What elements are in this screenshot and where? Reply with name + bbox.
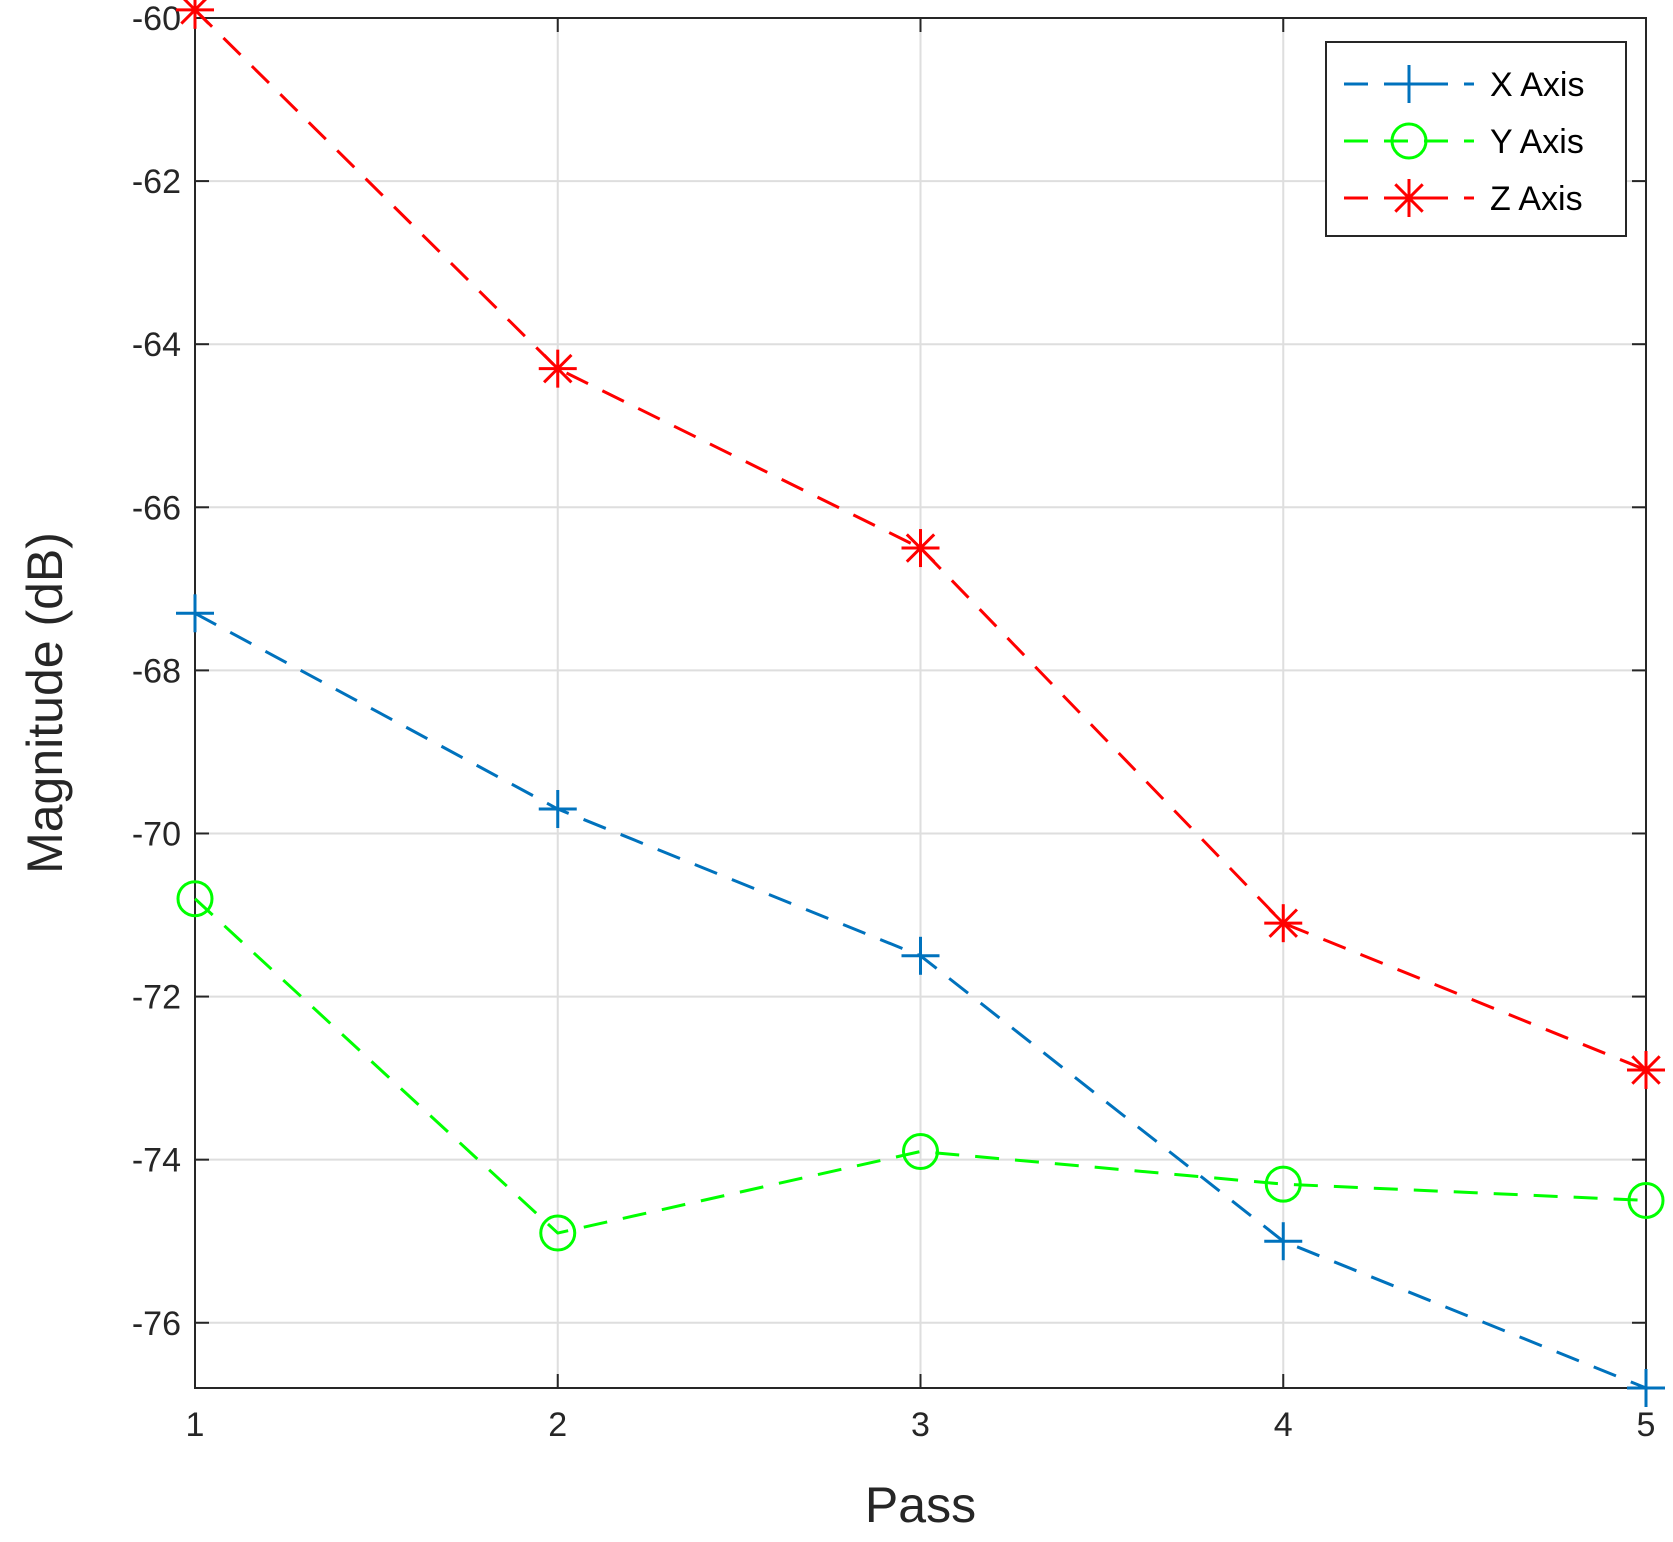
- data-point-x-axis: [1627, 1369, 1665, 1407]
- data-point-y-axis: [539, 1214, 577, 1252]
- legend-item-y-axis: Y Axis: [1344, 122, 1584, 161]
- series-line-z-axis: [193, 8, 1647, 1072]
- legend-marker-x-axis: [1390, 65, 1428, 103]
- legend-label-x-axis: X Axis: [1490, 66, 1584, 104]
- y-tick-label: -64: [132, 326, 181, 364]
- y-tick-label: -72: [132, 979, 181, 1017]
- marker-stroke: [905, 533, 936, 563]
- data-point-z-axis: [176, 0, 214, 29]
- axis-ticks: 1 2 3 4 5 -60 -62 -64 -66 -68 -70 -72 -74 -76: [132, 0, 1656, 1444]
- series-lines: [176, 0, 1665, 1407]
- legend-marker-y-axis: [1390, 122, 1428, 160]
- x-tick-label: 2: [548, 1406, 567, 1444]
- data-point-z-axis: [901, 529, 940, 568]
- y-tick-label: -60: [132, 0, 181, 38]
- legend-item-x-axis: X Axis: [1344, 65, 1584, 104]
- legend-marker-z-axis: [1390, 179, 1428, 217]
- marker-stroke: [180, 0, 207, 25]
- grid: [194, 17, 1647, 1388]
- legend-label-z-axis: Z Axis: [1490, 180, 1583, 218]
- data-point-z-axis: [1627, 1050, 1665, 1089]
- x-tick-label: 3: [911, 1406, 930, 1444]
- y-tick-label: -74: [132, 1142, 181, 1180]
- legend-label-y-axis: Y Axis: [1490, 123, 1584, 161]
- data-point-y-axis: [1627, 1181, 1665, 1219]
- y-axis-title: Magnitude (dB): [17, 532, 73, 874]
- marker-stroke: [1268, 908, 1298, 938]
- y-tick-label: -66: [132, 489, 181, 527]
- data-point-x-axis: [901, 936, 940, 975]
- y-tick-label: -76: [132, 1305, 181, 1343]
- x-tick-label: 5: [1637, 1406, 1656, 1444]
- marker-stroke: [1631, 1055, 1661, 1085]
- x-tick-label: 4: [1274, 1406, 1293, 1444]
- series-line-y-axis: [193, 897, 1647, 1235]
- data-point-z-axis: [538, 349, 577, 388]
- data-point-y-axis: [1264, 1165, 1302, 1203]
- data-point-z-axis: [1264, 904, 1303, 943]
- x-axis-title: Pass: [865, 1477, 976, 1533]
- marker-stroke: [543, 353, 573, 384]
- legend-item-z-axis: Z Axis: [1344, 179, 1583, 218]
- marker-stroke: [1394, 183, 1424, 213]
- y-tick-label: -68: [132, 652, 181, 690]
- legend: X Axis Y Axis Z Axis: [1325, 41, 1627, 237]
- y-tick-label: -70: [132, 815, 181, 853]
- data-point-y-axis: [902, 1133, 939, 1171]
- y-tick-label: -62: [132, 163, 181, 201]
- data-point-y-axis: [176, 880, 214, 918]
- data-point-x-axis: [1264, 1222, 1303, 1261]
- legend-box: [1325, 41, 1627, 237]
- data-point-x-axis: [538, 790, 577, 829]
- x-tick-label: 1: [186, 1406, 205, 1444]
- data-point-x-axis: [176, 594, 214, 633]
